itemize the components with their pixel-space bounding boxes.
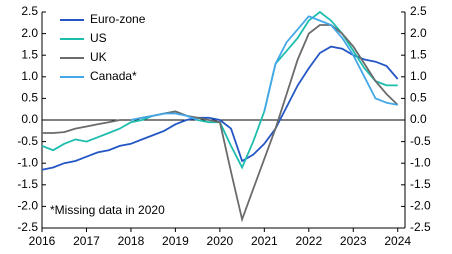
y2-tick-label: -2.5: [410, 220, 431, 234]
y-tick-label: -1.5: [17, 177, 38, 191]
x-tick-label: 2019: [162, 234, 189, 248]
legend-label: Canada*: [90, 69, 137, 83]
y2-tick-label: 2.0: [410, 26, 427, 40]
y2-tick-label: 0.5: [410, 91, 427, 105]
annotation: *Missing data in 2020: [50, 203, 165, 217]
y-tick-label: -2.0: [17, 199, 38, 213]
series-line: [42, 24, 399, 223]
y2-tick-label: 1.5: [410, 47, 427, 61]
x-tick-label: 2023: [340, 234, 367, 248]
x-tick-label: 2021: [251, 234, 278, 248]
y-tick-label: 0.0: [21, 112, 38, 126]
x-tick-label: 2020: [207, 234, 234, 248]
y-tick-label: -1.0: [17, 155, 38, 169]
legend-label: US: [90, 31, 107, 45]
y-tick-label: 2.0: [21, 26, 38, 40]
y-tick-label: 1.5: [21, 47, 38, 61]
x-tick-label: 2024: [384, 234, 411, 248]
y2-tick-label: 1.0: [410, 69, 427, 83]
series-line: [41, 45, 399, 171]
y-tick-label: 1.0: [21, 69, 38, 83]
y2-tick-label: -2.0: [410, 199, 431, 213]
series-line: [130, 15, 398, 121]
y2-tick-label: -0.5: [410, 134, 431, 148]
y-tick-label: 0.5: [21, 91, 38, 105]
y-tick-label: -0.5: [17, 134, 38, 148]
y2-tick-label: 2.5: [410, 4, 427, 18]
x-tick-label: 2022: [295, 234, 322, 248]
y-tick-label: 2.5: [21, 4, 38, 18]
legend-label: UK: [90, 50, 107, 64]
x-tick-label: 2018: [118, 234, 145, 248]
y2-tick-label: 0.0: [410, 112, 427, 126]
x-tick-label: 2017: [73, 234, 100, 248]
legend-label: Euro-zone: [90, 12, 146, 26]
x-tick-label: 2016: [29, 234, 56, 248]
y2-tick-label: -1.5: [410, 177, 431, 191]
y2-tick-label: -1.0: [410, 155, 431, 169]
y-tick-label: -2.5: [17, 220, 38, 234]
